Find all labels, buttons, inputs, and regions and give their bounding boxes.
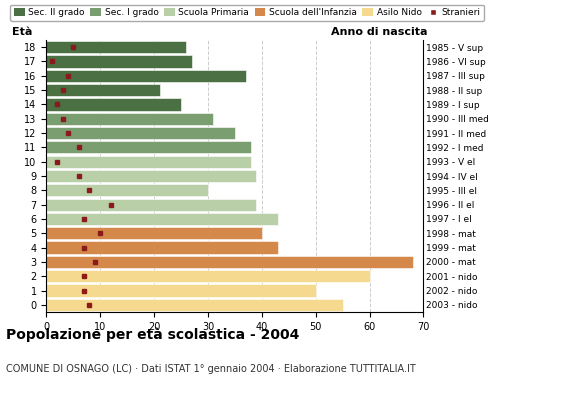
- Bar: [46, 156, 251, 168]
- Text: COMUNE DI OSNAGO (LC) · Dati ISTAT 1° gennaio 2004 · Elaborazione TUTTITALIA.IT: COMUNE DI OSNAGO (LC) · Dati ISTAT 1° ge…: [6, 364, 415, 374]
- Bar: [46, 184, 208, 196]
- Bar: [46, 284, 316, 297]
- Bar: [46, 113, 213, 125]
- Bar: [46, 198, 256, 211]
- Bar: [46, 270, 369, 282]
- Bar: [46, 213, 278, 225]
- Text: Popolazione per età scolastica - 2004: Popolazione per età scolastica - 2004: [6, 328, 299, 342]
- Legend: Sec. II grado, Sec. I grado, Scuola Primaria, Scuola dell'Infanzia, Asilo Nido, : Sec. II grado, Sec. I grado, Scuola Prim…: [10, 4, 484, 21]
- Bar: [46, 127, 235, 139]
- Bar: [46, 299, 343, 311]
- Bar: [46, 98, 181, 110]
- Bar: [46, 242, 278, 254]
- Bar: [46, 55, 192, 68]
- Bar: [46, 41, 186, 53]
- Bar: [46, 170, 256, 182]
- Text: Anno di nascita: Anno di nascita: [331, 27, 427, 37]
- Text: Età: Età: [13, 27, 33, 37]
- Bar: [46, 84, 160, 96]
- Bar: [46, 70, 246, 82]
- Bar: [46, 256, 412, 268]
- Bar: [46, 227, 262, 239]
- Bar: [46, 141, 251, 154]
